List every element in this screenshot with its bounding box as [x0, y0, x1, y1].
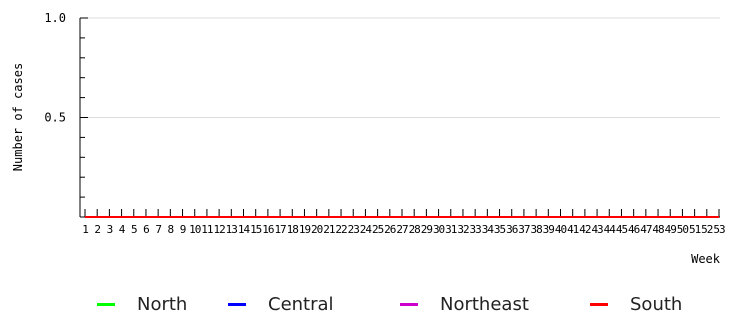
- x-tick-label: 50: [677, 223, 689, 236]
- legend-swatch-south: [590, 303, 608, 306]
- x-tick-label: 35: [494, 223, 506, 236]
- x-tick-label: 17: [274, 223, 286, 236]
- legend: North Central Northeast South: [0, 294, 734, 318]
- x-tick-label: 10: [189, 223, 201, 236]
- x-tick-label: 23: [348, 223, 360, 236]
- x-tick-label: 13: [226, 223, 238, 236]
- x-axis-label: Week: [691, 252, 721, 266]
- x-tick-label: 20: [311, 223, 323, 236]
- x-tick-label: 29: [421, 223, 433, 236]
- legend-item-north: North: [97, 294, 187, 315]
- x-tick-label: 46: [628, 223, 640, 236]
- x-tick-label: 39: [543, 223, 555, 236]
- y-ticks: 1.0 0.5: [44, 11, 88, 218]
- x-tick-label: 26: [384, 223, 396, 236]
- x-tick-label: 7: [155, 223, 161, 236]
- x-tick-label: 43: [591, 223, 603, 236]
- x-tick-label: 40: [555, 223, 567, 236]
- x-tick-label: 24: [360, 223, 373, 236]
- grid-lines: [80, 17, 720, 118]
- x-tick-label: 16: [262, 223, 274, 236]
- x-tick-label: 28: [409, 223, 421, 236]
- x-tick-label: 1: [82, 223, 88, 236]
- x-tick-label: 4: [119, 223, 126, 236]
- x-tick-label: 51: [689, 223, 701, 236]
- legend-swatch-north: [97, 303, 115, 306]
- x-tick-label: 14: [238, 223, 251, 236]
- x-tick-label: 9: [180, 223, 186, 236]
- legend-label-northeast: Northeast: [440, 294, 529, 315]
- x-tick-label: 27: [396, 223, 408, 236]
- x-tick-label: 21: [323, 223, 335, 236]
- x-tick-label: 19: [299, 223, 311, 236]
- x-tick-label: 18: [287, 223, 299, 236]
- x-tick-label: 31: [445, 223, 457, 236]
- x-tick-label: 45: [616, 223, 628, 236]
- x-tick-label: 8: [168, 223, 174, 236]
- x-tick-label: 6: [143, 223, 149, 236]
- legend-item-northeast: Northeast: [400, 294, 529, 315]
- x-tick-label: 3: [107, 223, 113, 236]
- y-axis-label: Number of cases: [11, 63, 25, 171]
- x-tick-label: 53: [713, 223, 725, 236]
- legend-swatch-central: [228, 303, 246, 306]
- x-tick-label: 2: [94, 223, 100, 236]
- x-tick-label: 15: [250, 223, 262, 236]
- line-chart: 1.00.5 1 2 3 4 5 6 7 8 9 10 11 12 13 14 15 16 17 18 19 20 21…: [11, 11, 726, 266]
- y-tick-label: 0.5: [44, 111, 66, 125]
- x-tick-label: 42: [579, 223, 591, 236]
- legend-item-south: South: [590, 294, 682, 315]
- legend-item-central: Central: [228, 294, 334, 315]
- legend-label-south: South: [630, 294, 683, 315]
- legend-label-north: North: [137, 294, 188, 315]
- x-tick-label: 22: [335, 223, 347, 236]
- legend-label-central: Central: [268, 294, 334, 315]
- x-ticks: 1 2 3 4 5 6 7 8 9 10 11 12 13 14 15 16 17 18 19 20 21 22 23 24 2…: [82, 209, 726, 236]
- x-tick-label: 33: [470, 223, 482, 236]
- x-tick-label: 48: [652, 223, 664, 236]
- x-tick-label: 44: [604, 223, 617, 236]
- x-tick-label: 38: [530, 223, 542, 236]
- legend-swatch-northeast: [400, 303, 418, 306]
- x-tick-label: 12: [213, 223, 225, 236]
- x-tick-label: 30: [433, 223, 445, 236]
- x-tick-label: 34: [482, 223, 495, 236]
- x-tick-label: 32: [457, 223, 469, 236]
- x-tick-label: 11: [201, 223, 213, 236]
- x-tick-label: 5: [131, 223, 137, 236]
- x-tick-label: 47: [640, 223, 652, 236]
- x-tick-label: 36: [506, 223, 518, 236]
- x-tick-label: 49: [665, 223, 677, 236]
- y-tick-label: 1.0: [44, 11, 66, 25]
- x-tick-label: 41: [567, 223, 579, 236]
- x-tick-label: 37: [518, 223, 530, 236]
- x-tick-label: 52: [701, 223, 713, 236]
- x-tick-label: 25: [372, 223, 384, 236]
